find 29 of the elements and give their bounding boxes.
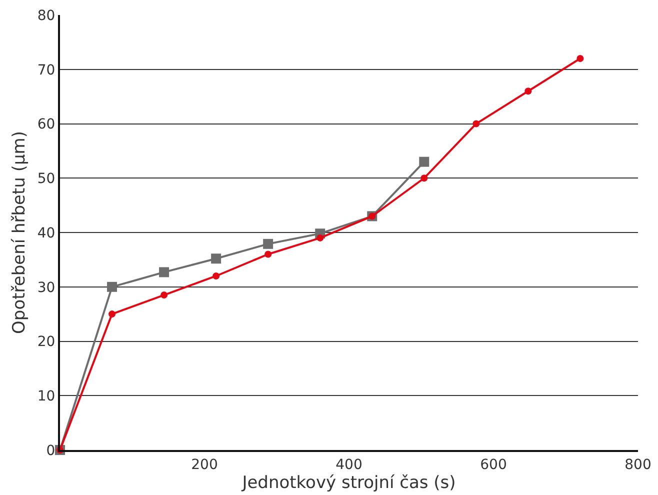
point — [211, 254, 222, 264]
y-tick-label: 80 — [37, 8, 56, 24]
y-axis-title: Opotřebení hřbetu (µm) — [9, 131, 30, 334]
y-tick-label: 10 — [37, 388, 56, 405]
y-tick-label: 60 — [37, 116, 56, 133]
point — [419, 156, 430, 167]
y-tick-label: 40 — [37, 225, 56, 242]
y-tick-label: 30 — [37, 280, 56, 296]
point — [524, 88, 532, 95]
point — [159, 267, 170, 278]
x-axis-title: Jednotkový strojní čas (s) — [241, 472, 456, 493]
point — [576, 55, 584, 62]
point — [472, 120, 480, 128]
y-tick-label: 70 — [37, 62, 56, 78]
x-tick-label: 400 — [336, 456, 362, 473]
point — [107, 282, 118, 292]
point — [160, 292, 168, 299]
point — [212, 272, 220, 280]
x-tick-label: 800 — [624, 456, 652, 473]
point — [316, 234, 324, 242]
y-tick-label: 20 — [37, 334, 56, 350]
point — [420, 174, 428, 182]
point — [264, 250, 272, 258]
y-tick-label: 50 — [37, 171, 56, 188]
point — [263, 238, 274, 249]
x-tick-label: 600 — [480, 456, 507, 473]
x-tick-label: 200 — [191, 456, 218, 473]
point — [108, 310, 116, 318]
y-tick-label: 0 — [46, 442, 56, 459]
